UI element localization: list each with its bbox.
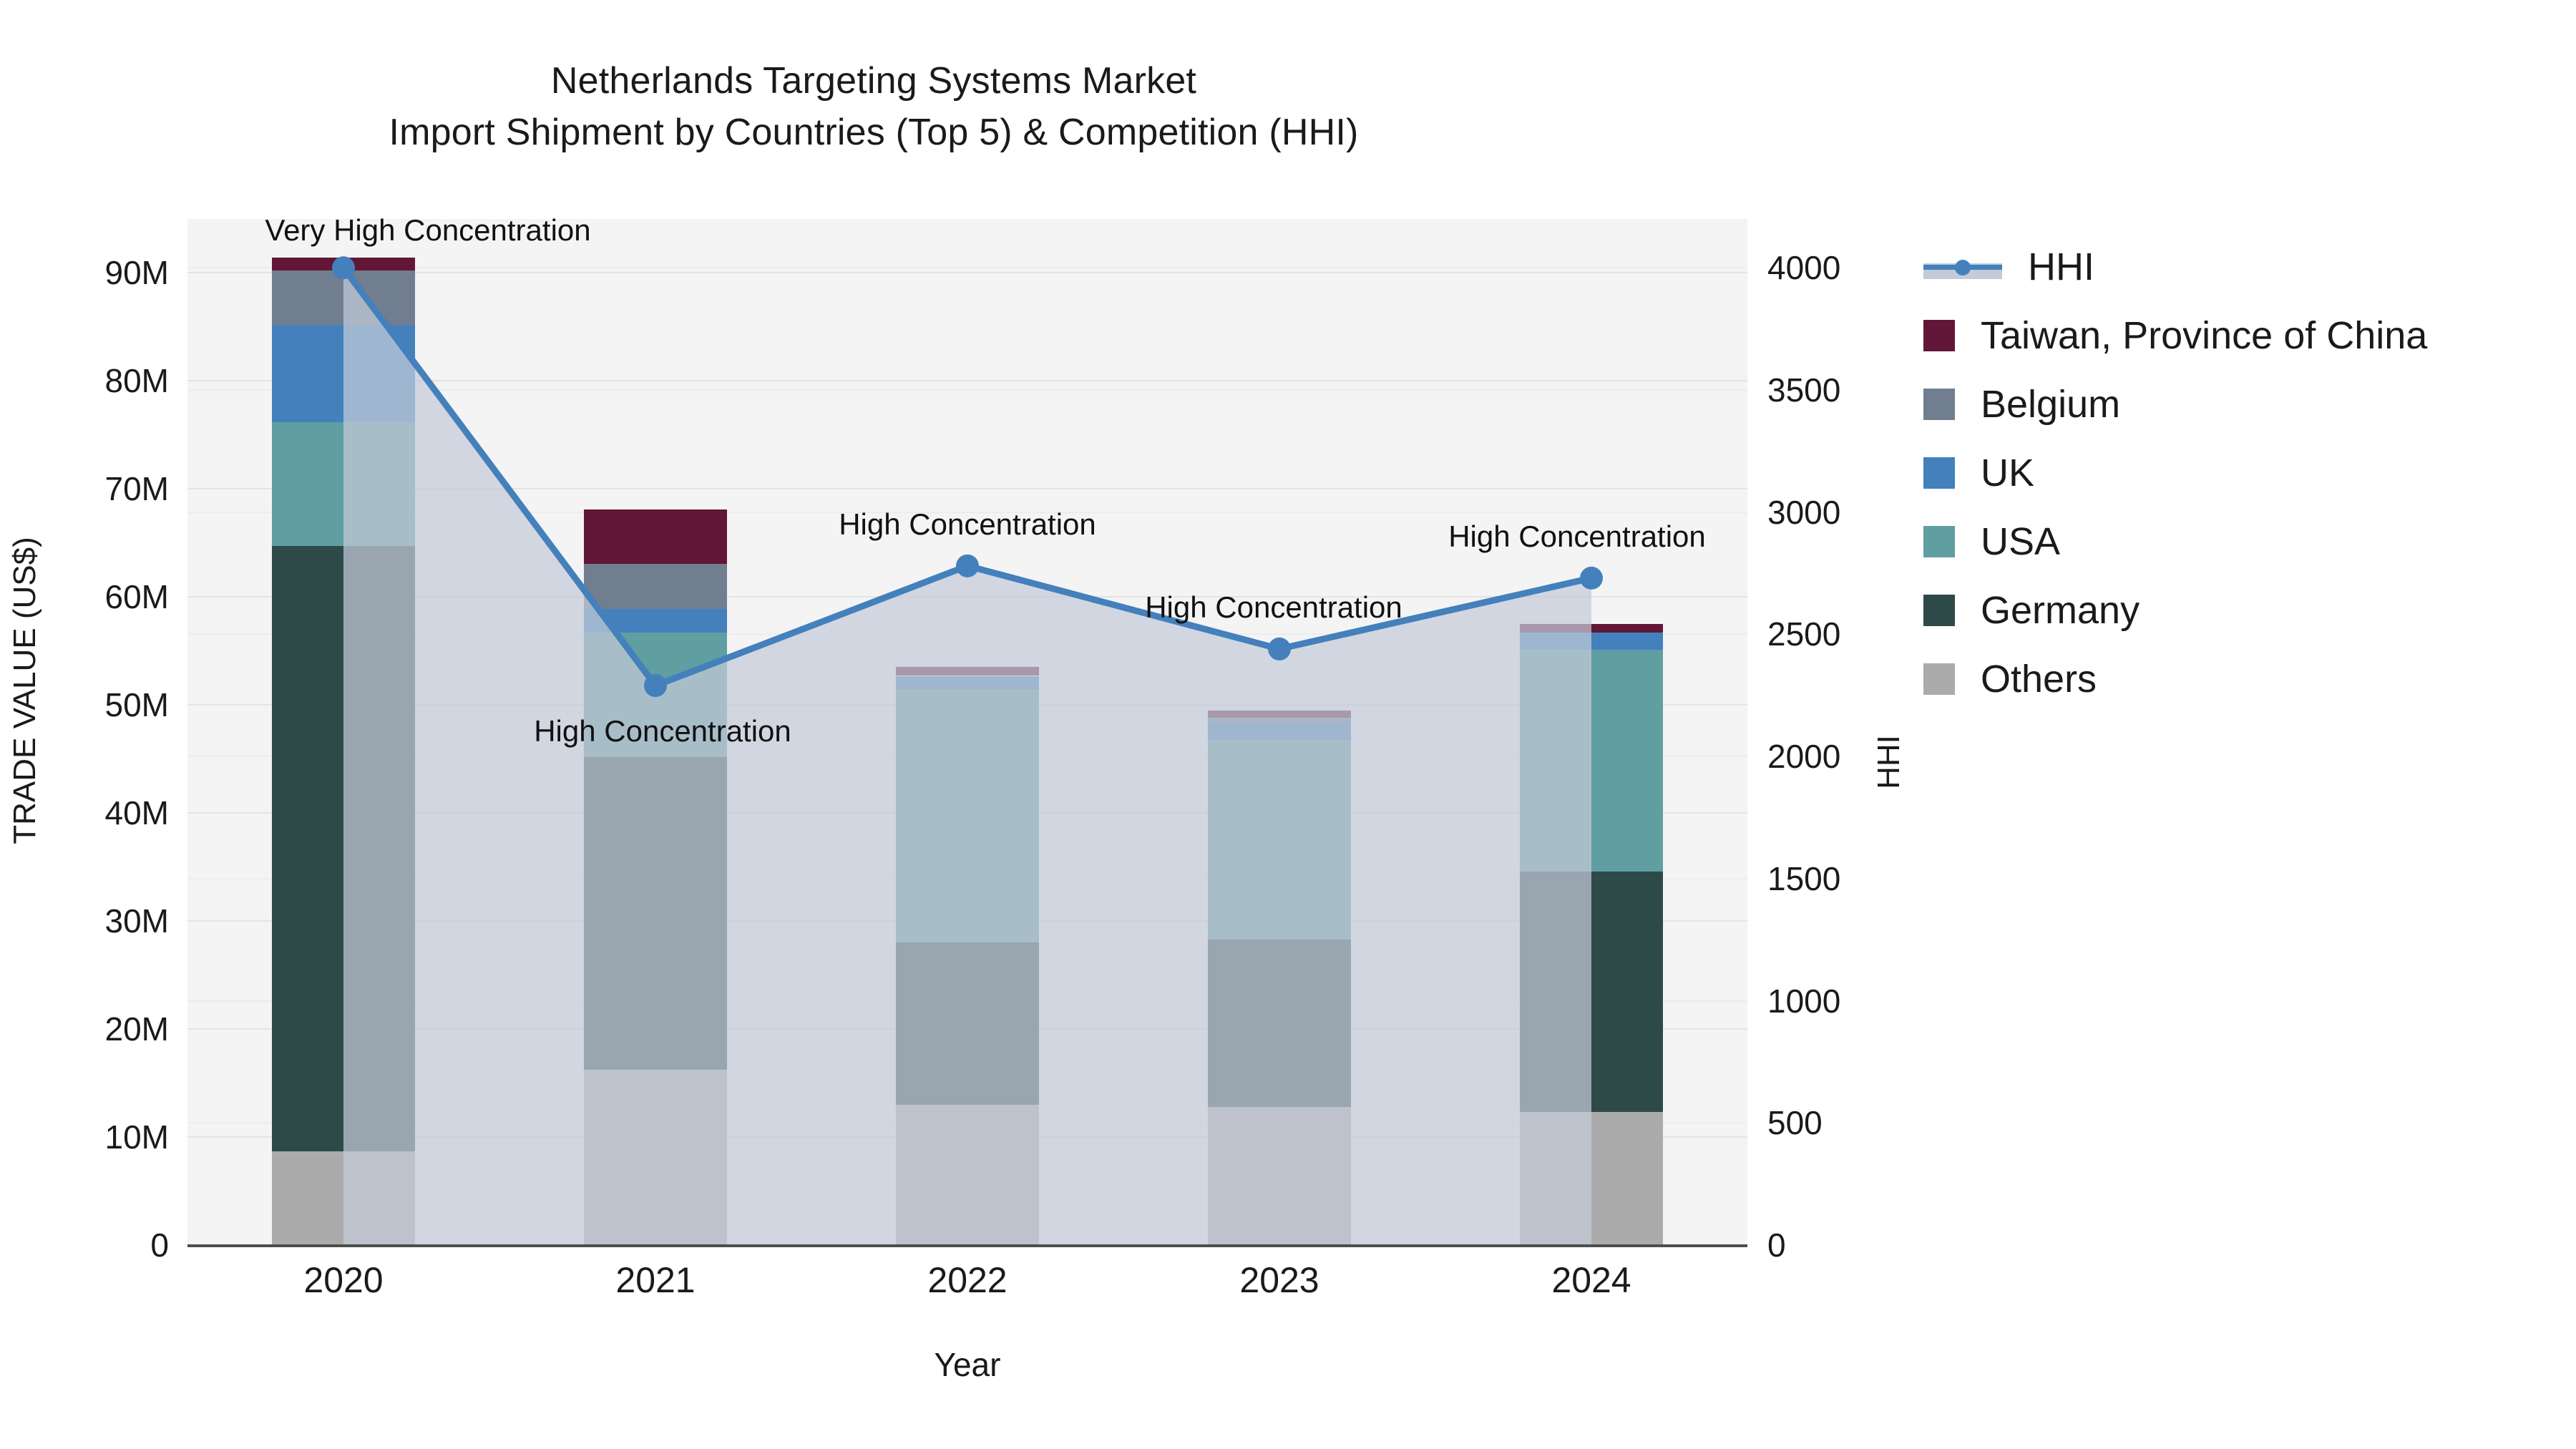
bar-segment-usa-2022[interactable]: [895, 688, 1040, 943]
y-tick-right-1000: 1000: [1767, 982, 1841, 1020]
y-axis-label-left: TRADE VALUE (US$): [7, 537, 42, 844]
x-tick-2024: 2024: [1551, 1260, 1631, 1300]
y-tick-left-90M: 90M: [104, 254, 169, 292]
bar-segment-taiwan-province-of-china-2022[interactable]: [895, 667, 1040, 676]
bar-segment-germany-2024[interactable]: [1519, 871, 1664, 1113]
bar-segment-germany-2022[interactable]: [895, 942, 1040, 1105]
x-axis-label: Year: [934, 1346, 1001, 1383]
legend-item-belgium[interactable]: Belgium: [1923, 370, 2553, 439]
legend-item-label: Taiwan, Province of China: [1981, 314, 2428, 357]
y-tick-left-10M: 10M: [104, 1118, 169, 1156]
legend-item-label: Belgium: [1981, 383, 2121, 426]
y-tick-right-2000: 2000: [1767, 738, 1841, 776]
y-tick-left-80M: 80M: [104, 362, 169, 400]
legend-item-germany[interactable]: Germany: [1923, 576, 2553, 645]
bar-segment-others-2024[interactable]: [1519, 1112, 1664, 1245]
y-tick-left-20M: 20M: [104, 1010, 169, 1048]
legend-color-swatch: [1923, 595, 1955, 626]
bar-segment-belgium-2021[interactable]: [583, 563, 728, 609]
bar-group-2022[interactable]: [895, 219, 1040, 1245]
annotation-2024: High Concentration: [1448, 519, 1706, 553]
x-axis-line: [187, 1244, 1747, 1247]
bar-segment-others-2023[interactable]: [1207, 1106, 1352, 1245]
y-tick-right-500: 500: [1767, 1104, 1823, 1142]
legend-item-others[interactable]: Others: [1923, 645, 2553, 713]
bar-segment-usa-2024[interactable]: [1519, 650, 1664, 872]
y-tick-left-30M: 30M: [104, 902, 169, 940]
y-tick-left-40M: 40M: [104, 794, 169, 832]
chart-legend: HHI Taiwan, Province of China Belgium UK USA…: [1923, 233, 2553, 713]
x-tick-2020: 2020: [303, 1260, 384, 1300]
bar-group-2023[interactable]: [1207, 219, 1352, 1245]
bar-segment-taiwan-province-of-china-2023[interactable]: [1207, 710, 1352, 718]
y-tick-left-50M: 50M: [104, 686, 169, 724]
legend-item-taiwan-province-of-china[interactable]: Taiwan, Province of China: [1923, 301, 2553, 370]
y-tick-right-3000: 3000: [1767, 493, 1841, 531]
y-tick-right-4000: 4000: [1767, 249, 1841, 287]
legend-item-hhi[interactable]: HHI: [1923, 233, 2553, 301]
bar-segment-belgium-2020[interactable]: [271, 270, 416, 325]
legend-item-label: Germany: [1981, 589, 2140, 632]
legend-color-swatch: [1923, 389, 1955, 420]
legend-color-swatch: [1923, 526, 1955, 557]
legend-item-usa[interactable]: USA: [1923, 507, 2553, 576]
y-axis-label-right: HHI: [1871, 735, 1906, 789]
bar-segment-germany-2020[interactable]: [271, 546, 416, 1151]
chart-subtitle: Import Shipment by Countries (Top 5) & C…: [389, 111, 1359, 153]
bar-segment-belgium-2023[interactable]: [1207, 718, 1352, 723]
bar-segment-uk-2023[interactable]: [1207, 722, 1352, 740]
annotation-2023: High Concentration: [1145, 590, 1402, 624]
bar-segment-uk-2024[interactable]: [1519, 633, 1664, 650]
bar-segment-usa-2020[interactable]: [271, 421, 416, 547]
y-tick-left-0: 0: [150, 1226, 169, 1264]
y-tick-right-0: 0: [1767, 1226, 1786, 1264]
annotation-2022: High Concentration: [839, 507, 1096, 541]
y-tick-left-60M: 60M: [104, 578, 169, 616]
bar-segment-others-2022[interactable]: [895, 1104, 1040, 1245]
legend-item-label: HHI: [2028, 245, 2094, 288]
bar-segment-uk-2021[interactable]: [583, 608, 728, 633]
bar-segment-taiwan-province-of-china-2021[interactable]: [583, 509, 728, 564]
chart-title-block: Netherlands Targeting Systems Market Imp…: [0, 56, 1747, 159]
y-tick-left-70M: 70M: [104, 470, 169, 508]
bar-group-2024[interactable]: [1519, 219, 1664, 1245]
bar-segment-others-2021[interactable]: [583, 1070, 728, 1245]
bar-segment-germany-2021[interactable]: [583, 756, 728, 1070]
legend-item-label: USA: [1981, 520, 2061, 563]
y-tick-right-1500: 1500: [1767, 859, 1841, 897]
y-tick-right-2500: 2500: [1767, 615, 1841, 653]
x-tick-2022: 2022: [927, 1260, 1008, 1300]
x-tick-2023: 2023: [1239, 1260, 1319, 1300]
legend-color-swatch: [1923, 663, 1955, 695]
bar-segment-taiwan-province-of-china-2020[interactable]: [271, 258, 416, 271]
legend-color-swatch: [1923, 457, 1955, 489]
y-tick-right-3500: 3500: [1767, 371, 1841, 409]
bar-segment-germany-2023[interactable]: [1207, 939, 1352, 1107]
legend-item-uk[interactable]: UK: [1923, 439, 2553, 507]
legend-item-label: UK: [1981, 452, 2035, 494]
x-tick-2021: 2021: [615, 1260, 696, 1300]
bar-group-2020[interactable]: [271, 219, 416, 1245]
annotation-2020: Very High Concentration: [265, 213, 591, 248]
bar-segment-uk-2022[interactable]: [895, 675, 1040, 689]
bar-segment-usa-2023[interactable]: [1207, 739, 1352, 940]
bar-segment-others-2020[interactable]: [271, 1151, 416, 1245]
legend-line-swatch: [1923, 251, 2002, 283]
legend-item-label: Others: [1981, 658, 2097, 701]
plot-area: Very High Concentration High Concentratio…: [187, 213, 1747, 1245]
bar-segment-taiwan-province-of-china-2024[interactable]: [1519, 624, 1664, 633]
chart-title: Netherlands Targeting Systems Market: [550, 60, 1197, 102]
bar-segment-uk-2020[interactable]: [271, 324, 416, 422]
legend-color-swatch: [1923, 320, 1955, 351]
annotation-2021: High Concentration: [534, 714, 791, 748]
